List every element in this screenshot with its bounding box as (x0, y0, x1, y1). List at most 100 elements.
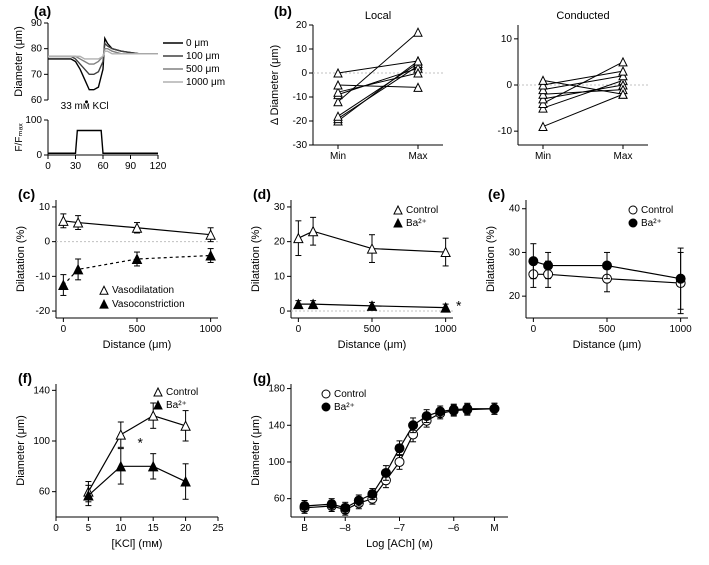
svg-text:500 μm: 500 μm (186, 64, 220, 75)
svg-text:Dilatation (%): Dilatation (%) (250, 226, 262, 292)
svg-text:Max: Max (409, 151, 428, 162)
svg-text:30: 30 (509, 247, 521, 258)
svg-text:100 μm: 100 μm (186, 51, 220, 62)
svg-text:0: 0 (506, 80, 512, 91)
svg-text:Δ Diameter (μm): Δ Diameter (μm) (269, 45, 281, 125)
svg-text:60: 60 (39, 487, 51, 498)
svg-text:Time (s): Time (s) (83, 174, 123, 175)
panel-f-label: (f) (18, 370, 32, 386)
svg-text:-10: -10 (498, 126, 513, 137)
svg-text:100: 100 (33, 436, 50, 447)
svg-text:-20: -20 (293, 116, 308, 127)
svg-text:-10: -10 (36, 271, 51, 282)
svg-text:100: 100 (268, 457, 285, 468)
svg-text:Conducted: Conducted (556, 10, 609, 22)
svg-text:-20: -20 (36, 306, 51, 317)
svg-text:10: 10 (296, 44, 308, 55)
svg-text:-30: -30 (293, 140, 308, 151)
svg-text:Control: Control (334, 389, 366, 400)
svg-text:140: 140 (33, 385, 50, 396)
svg-text:Vasodilatation: Vasodilatation (112, 285, 174, 296)
panel-c: (c) -20-1001005001000Distance (μm)Dilata… (8, 188, 233, 358)
svg-text:Control: Control (166, 387, 198, 398)
panel-g: (g) 60100140180B–8–7–6MLog [ACh] (ᴍ)Diam… (243, 372, 523, 557)
panel-e: (e) 20 30 40 0 500 1000 Distance (μm) Dilatatio… (478, 188, 703, 358)
svg-text:60: 60 (97, 161, 109, 172)
svg-text:Ba²⁺: Ba²⁺ (641, 218, 662, 229)
panel-b: (b) -30 -20 -10 0 10 20 Min Max Local Δ Diameter … (258, 5, 698, 175)
svg-text:140: 140 (268, 420, 285, 431)
svg-text:10: 10 (274, 271, 286, 282)
svg-text:1000: 1000 (670, 324, 693, 335)
svg-text:40: 40 (509, 204, 521, 215)
svg-text:0: 0 (301, 68, 307, 79)
svg-text:500: 500 (364, 324, 381, 335)
svg-text:500: 500 (129, 324, 146, 335)
svg-text:*: * (456, 298, 462, 314)
svg-text:10: 10 (501, 34, 513, 45)
panel-a-label: (a) (34, 3, 51, 19)
svg-text:–6: –6 (448, 523, 460, 534)
panel-d: (d) 010203005001000Distance (μm)Dilatati… (243, 188, 468, 358)
svg-text:Dilatation (%): Dilatation (%) (485, 226, 497, 292)
svg-text:F/Fₘₐₓ: F/Fₘₐₓ (14, 123, 25, 152)
svg-text:Local: Local (365, 10, 391, 22)
svg-text:1000: 1000 (200, 324, 223, 335)
svg-text:0: 0 (45, 161, 51, 172)
panel-c-label: (c) (18, 186, 35, 202)
svg-text:120: 120 (150, 161, 167, 172)
svg-text:90: 90 (125, 161, 137, 172)
svg-text:70: 70 (31, 69, 43, 80)
panel-g-label: (g) (253, 370, 271, 386)
svg-text:15: 15 (148, 523, 160, 534)
svg-text:Min: Min (535, 151, 551, 162)
svg-text:30: 30 (274, 202, 286, 213)
svg-text:500: 500 (599, 324, 616, 335)
svg-text:30: 30 (70, 161, 82, 172)
svg-text:33 mᴍ KCl: 33 mᴍ KCl (61, 101, 109, 112)
svg-text:Control: Control (641, 205, 673, 216)
svg-text:0: 0 (36, 150, 42, 161)
svg-text:Diameter (μm): Diameter (μm) (13, 26, 25, 97)
svg-text:20: 20 (296, 20, 308, 31)
panel-d-label: (d) (253, 186, 271, 202)
svg-text:0: 0 (531, 324, 537, 335)
svg-text:90: 90 (31, 18, 43, 29)
panel-a: (a) 60708090Diameter (μm)33 mᴍ KCl0 μm10… (8, 5, 243, 175)
svg-text:0 μm: 0 μm (186, 38, 208, 49)
svg-text:0: 0 (61, 324, 67, 335)
svg-text:Max: Max (614, 151, 633, 162)
svg-text:0: 0 (44, 237, 50, 248)
svg-text:B: B (301, 523, 308, 534)
svg-text:0: 0 (279, 306, 285, 317)
svg-text:Min: Min (330, 151, 346, 162)
svg-text:100: 100 (25, 115, 42, 126)
svg-text:Ba²⁺: Ba²⁺ (334, 402, 355, 413)
svg-text:20: 20 (509, 291, 521, 302)
svg-text:Diameter (μm): Diameter (μm) (250, 415, 262, 486)
svg-text:Distance (μm): Distance (μm) (338, 339, 407, 351)
svg-text:Diameter (μm): Diameter (μm) (15, 415, 27, 486)
svg-text:20: 20 (180, 523, 192, 534)
svg-text:[KCl] (mᴍ): [KCl] (mᴍ) (112, 538, 163, 550)
svg-text:25: 25 (212, 523, 224, 534)
svg-text:1000: 1000 (435, 324, 458, 335)
svg-text:*: * (138, 434, 144, 450)
svg-text:–7: –7 (394, 523, 406, 534)
svg-text:60: 60 (31, 95, 43, 106)
panel-b-label: (b) (274, 3, 292, 19)
svg-text:M: M (490, 523, 498, 534)
svg-text:–8: –8 (340, 523, 352, 534)
svg-text:Distance (μm): Distance (μm) (103, 339, 172, 351)
svg-text:10: 10 (39, 202, 51, 213)
svg-text:Distance (μm): Distance (μm) (573, 339, 642, 351)
svg-text:0: 0 (296, 324, 302, 335)
svg-text:-10: -10 (293, 92, 308, 103)
svg-text:Log [ACh] (ᴍ): Log [ACh] (ᴍ) (366, 538, 433, 550)
svg-text:10: 10 (115, 523, 127, 534)
svg-text:Control: Control (406, 205, 438, 216)
svg-text:0: 0 (53, 523, 59, 534)
panel-e-label: (e) (488, 186, 505, 202)
svg-text:5: 5 (86, 523, 92, 534)
svg-text:60: 60 (274, 494, 286, 505)
